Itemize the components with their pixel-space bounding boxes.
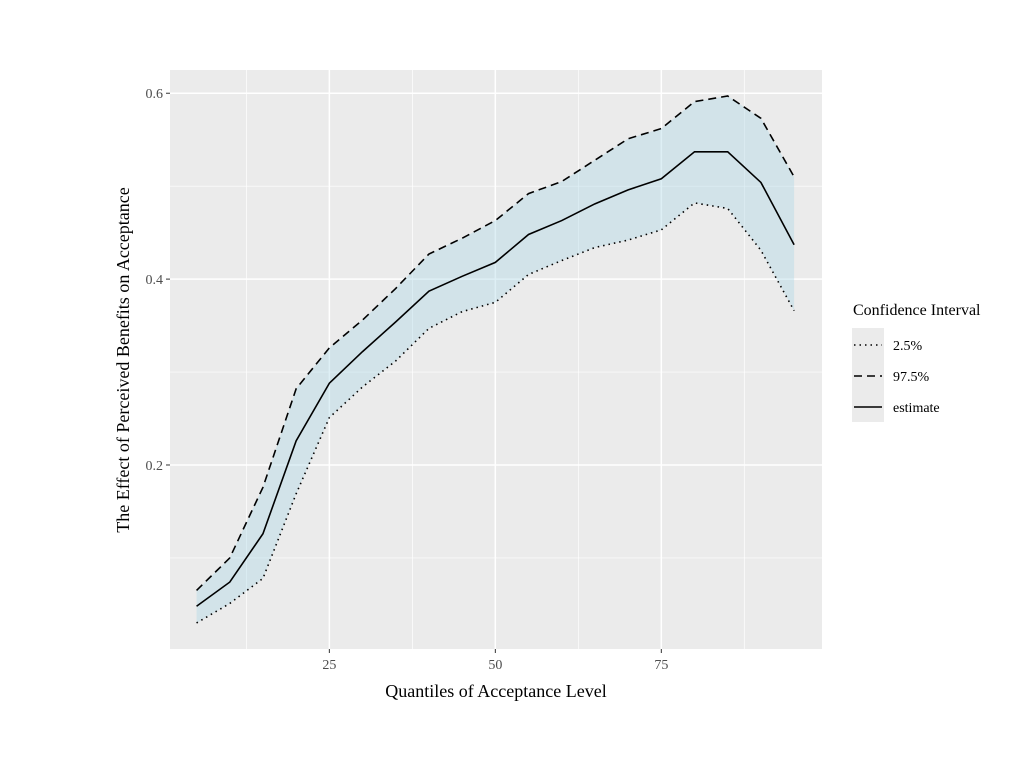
series-line-estimate xyxy=(196,150,795,607)
legend-title: Confidence Interval xyxy=(853,302,981,319)
series-line-25 xyxy=(196,202,795,624)
grid xyxy=(170,70,822,649)
legend-label: 97.5% xyxy=(893,370,930,385)
y-axis-label: The Effect of Perceived Benefits on Acce… xyxy=(113,187,133,533)
legend-label: estimate xyxy=(893,401,940,416)
legend-key-background xyxy=(852,328,884,422)
x-tick-label: 50 xyxy=(488,658,502,673)
y-tick-label: 0.6 xyxy=(146,87,164,102)
legend-label: 2.5% xyxy=(893,339,923,354)
x-tick-label: 25 xyxy=(322,658,336,673)
x-axis-label: Quantiles of Acceptance Level xyxy=(385,681,606,701)
marks xyxy=(195,95,795,624)
axes: 25 50 75 0.2 0.4 0.6 xyxy=(146,87,669,673)
confidence-ribbon xyxy=(196,96,795,623)
y-tick-label: 0.4 xyxy=(146,273,164,288)
x-tick-label: 75 xyxy=(654,658,668,673)
series-line-975 xyxy=(195,95,795,592)
legend: Confidence Interval 2.5% 97.5% estimate xyxy=(852,302,981,422)
y-tick-label: 0.2 xyxy=(146,459,164,474)
